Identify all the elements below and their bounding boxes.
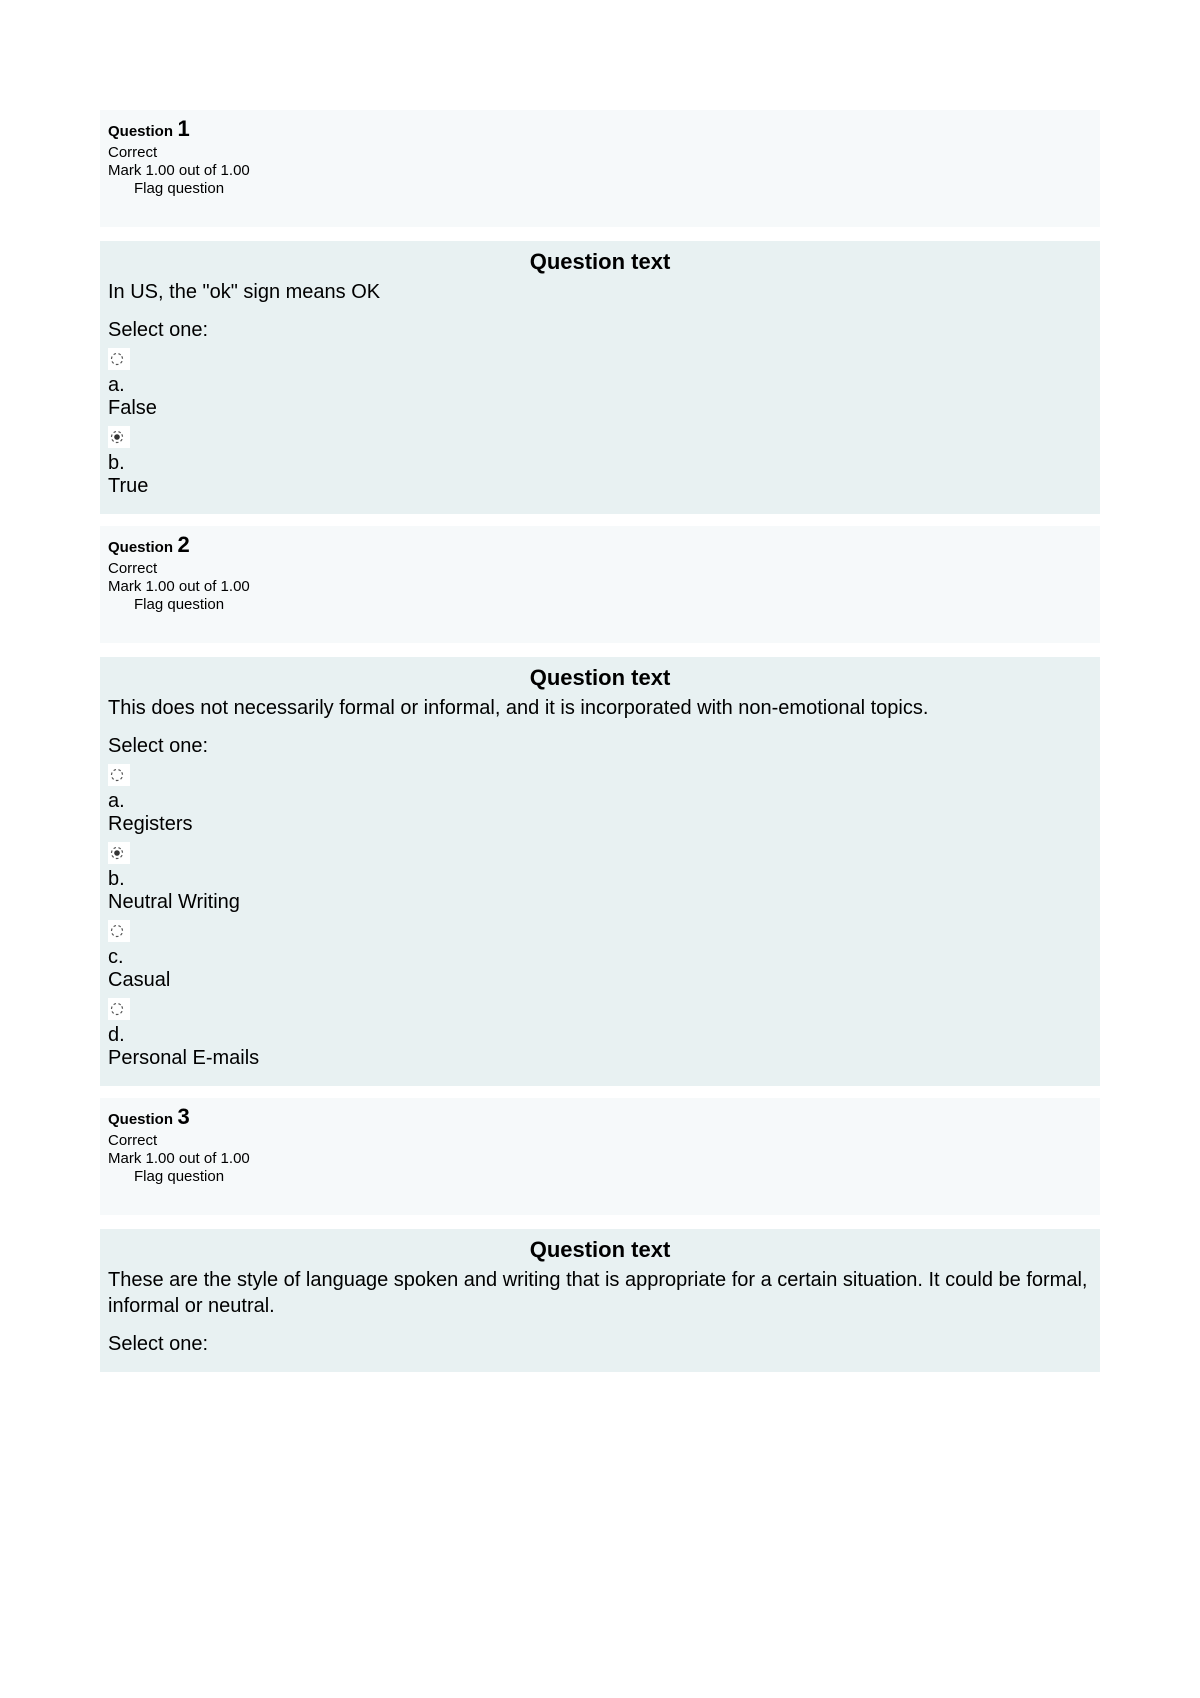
option-text: Casual (108, 969, 1092, 992)
radio-unselected-icon[interactable] (108, 998, 130, 1020)
option-text: True (108, 475, 1092, 498)
answer-option: d.Personal E-mails (108, 998, 1092, 1070)
radio-selected-icon[interactable] (108, 842, 130, 864)
radio-unselected-icon[interactable] (108, 348, 130, 370)
question-block: Question 2 CorrectMark 1.00 out of 1.00Fl… (100, 526, 1100, 1086)
question-block: Question 1 CorrectMark 1.00 out of 1.00Fl… (100, 110, 1100, 514)
question-number: 1 (177, 116, 189, 141)
radio-unselected-icon[interactable] (108, 920, 130, 942)
question-header: Question 2 CorrectMark 1.00 out of 1.00Fl… (100, 526, 1100, 643)
answer-option: b.True (108, 426, 1092, 498)
answer-option: b.Neutral Writing (108, 842, 1092, 914)
radio-unselected-icon[interactable] (108, 764, 130, 786)
option-text: Registers (108, 813, 1092, 836)
question-prompt: These are the style of language spoken a… (108, 1267, 1092, 1319)
select-one-label: Select one: (108, 319, 1092, 342)
radio-selected-icon[interactable] (108, 426, 130, 448)
option-letter: d. (108, 1024, 1092, 1047)
option-letter: a. (108, 790, 1092, 813)
question-number: 3 (177, 1104, 189, 1129)
question-text-heading: Question text (108, 665, 1092, 691)
flag-question-link[interactable]: Flag question (108, 1168, 1092, 1185)
option-letter: b. (108, 452, 1092, 475)
question-body: Question text In US, the "ok" sign means … (100, 241, 1100, 514)
option-text: False (108, 397, 1092, 420)
option-letter: c. (108, 946, 1092, 969)
question-title: Question 3 (108, 1104, 1092, 1130)
question-title: Question 2 (108, 532, 1092, 558)
option-letter: a. (108, 374, 1092, 397)
question-mark: Mark 1.00 out of 1.00 (108, 578, 1092, 595)
question-text-heading: Question text (108, 249, 1092, 275)
select-one-label: Select one: (108, 1333, 1092, 1356)
question-text-heading: Question text (108, 1237, 1092, 1263)
question-mark: Mark 1.00 out of 1.00 (108, 1150, 1092, 1167)
question-status: Correct (108, 560, 1092, 577)
question-label: Question (108, 1111, 173, 1128)
question-prompt: In US, the "ok" sign means OK (108, 279, 1092, 305)
question-status: Correct (108, 1132, 1092, 1149)
question-body: Question text This does not necessarily f… (100, 657, 1100, 1086)
flag-question-link[interactable]: Flag question (108, 596, 1092, 613)
question-prompt: This does not necessarily formal or info… (108, 695, 1092, 721)
answer-option: a.Registers (108, 764, 1092, 836)
option-letter: b. (108, 868, 1092, 891)
question-block: Question 3 CorrectMark 1.00 out of 1.00Fl… (100, 1098, 1100, 1372)
question-number: 2 (177, 532, 189, 557)
question-label: Question (108, 123, 173, 140)
question-title: Question 1 (108, 116, 1092, 142)
question-mark: Mark 1.00 out of 1.00 (108, 162, 1092, 179)
question-header: Question 1 CorrectMark 1.00 out of 1.00Fl… (100, 110, 1100, 227)
answer-option: c.Casual (108, 920, 1092, 992)
question-header: Question 3 CorrectMark 1.00 out of 1.00Fl… (100, 1098, 1100, 1215)
question-status: Correct (108, 144, 1092, 161)
flag-question-link[interactable]: Flag question (108, 180, 1092, 197)
option-text: Personal E-mails (108, 1047, 1092, 1070)
question-label: Question (108, 539, 173, 556)
select-one-label: Select one: (108, 735, 1092, 758)
answer-option: a.False (108, 348, 1092, 420)
question-body: Question text These are the style of lang… (100, 1229, 1100, 1372)
option-text: Neutral Writing (108, 891, 1092, 914)
